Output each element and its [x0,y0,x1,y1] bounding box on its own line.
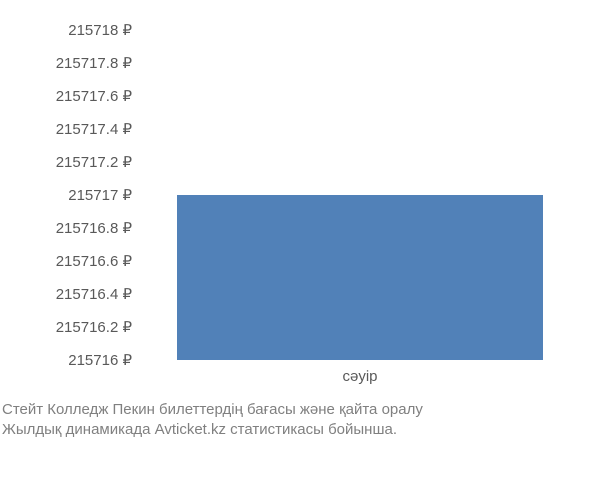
plot-area: 215716 ₽215716.2 ₽215716.4 ₽215716.6 ₽21… [140,30,580,360]
bar [177,195,542,360]
x-tick-label: сәуір [342,360,377,385]
caption-line-1: Стейт Колледж Пекин билеттердің бағасы ж… [2,400,594,420]
chart-caption: Стейт Колледж Пекин билеттердің бағасы ж… [0,400,600,441]
caption-line-2: Жылдық динамикада Avticket.kz статистика… [2,420,594,440]
y-tick-label: 215716.4 ₽ [56,285,140,303]
y-tick-label: 215716 ₽ [68,351,140,369]
y-tick-label: 215717.8 ₽ [56,54,140,72]
y-tick-label: 215717.4 ₽ [56,120,140,138]
y-tick-label: 215716.6 ₽ [56,252,140,270]
y-tick-label: 215716.2 ₽ [56,318,140,336]
y-tick-label: 215718 ₽ [68,21,140,39]
y-tick-label: 215717.2 ₽ [56,153,140,171]
y-tick-label: 215716.8 ₽ [56,219,140,237]
y-tick-label: 215717 ₽ [68,186,140,204]
y-tick-label: 215717.6 ₽ [56,87,140,105]
